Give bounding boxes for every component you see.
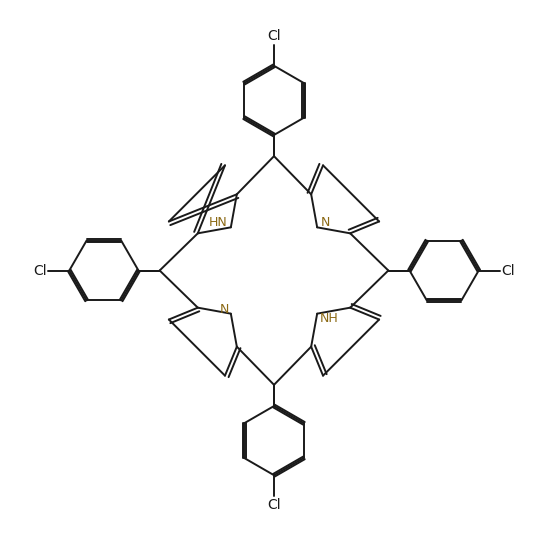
Text: Cl: Cl bbox=[267, 29, 281, 43]
Text: HN: HN bbox=[209, 216, 228, 229]
Text: Cl: Cl bbox=[501, 263, 515, 278]
Text: N: N bbox=[321, 216, 330, 229]
Text: NH: NH bbox=[320, 312, 339, 325]
Text: N: N bbox=[219, 303, 229, 316]
Text: Cl: Cl bbox=[267, 498, 281, 512]
Text: Cl: Cl bbox=[33, 263, 47, 278]
